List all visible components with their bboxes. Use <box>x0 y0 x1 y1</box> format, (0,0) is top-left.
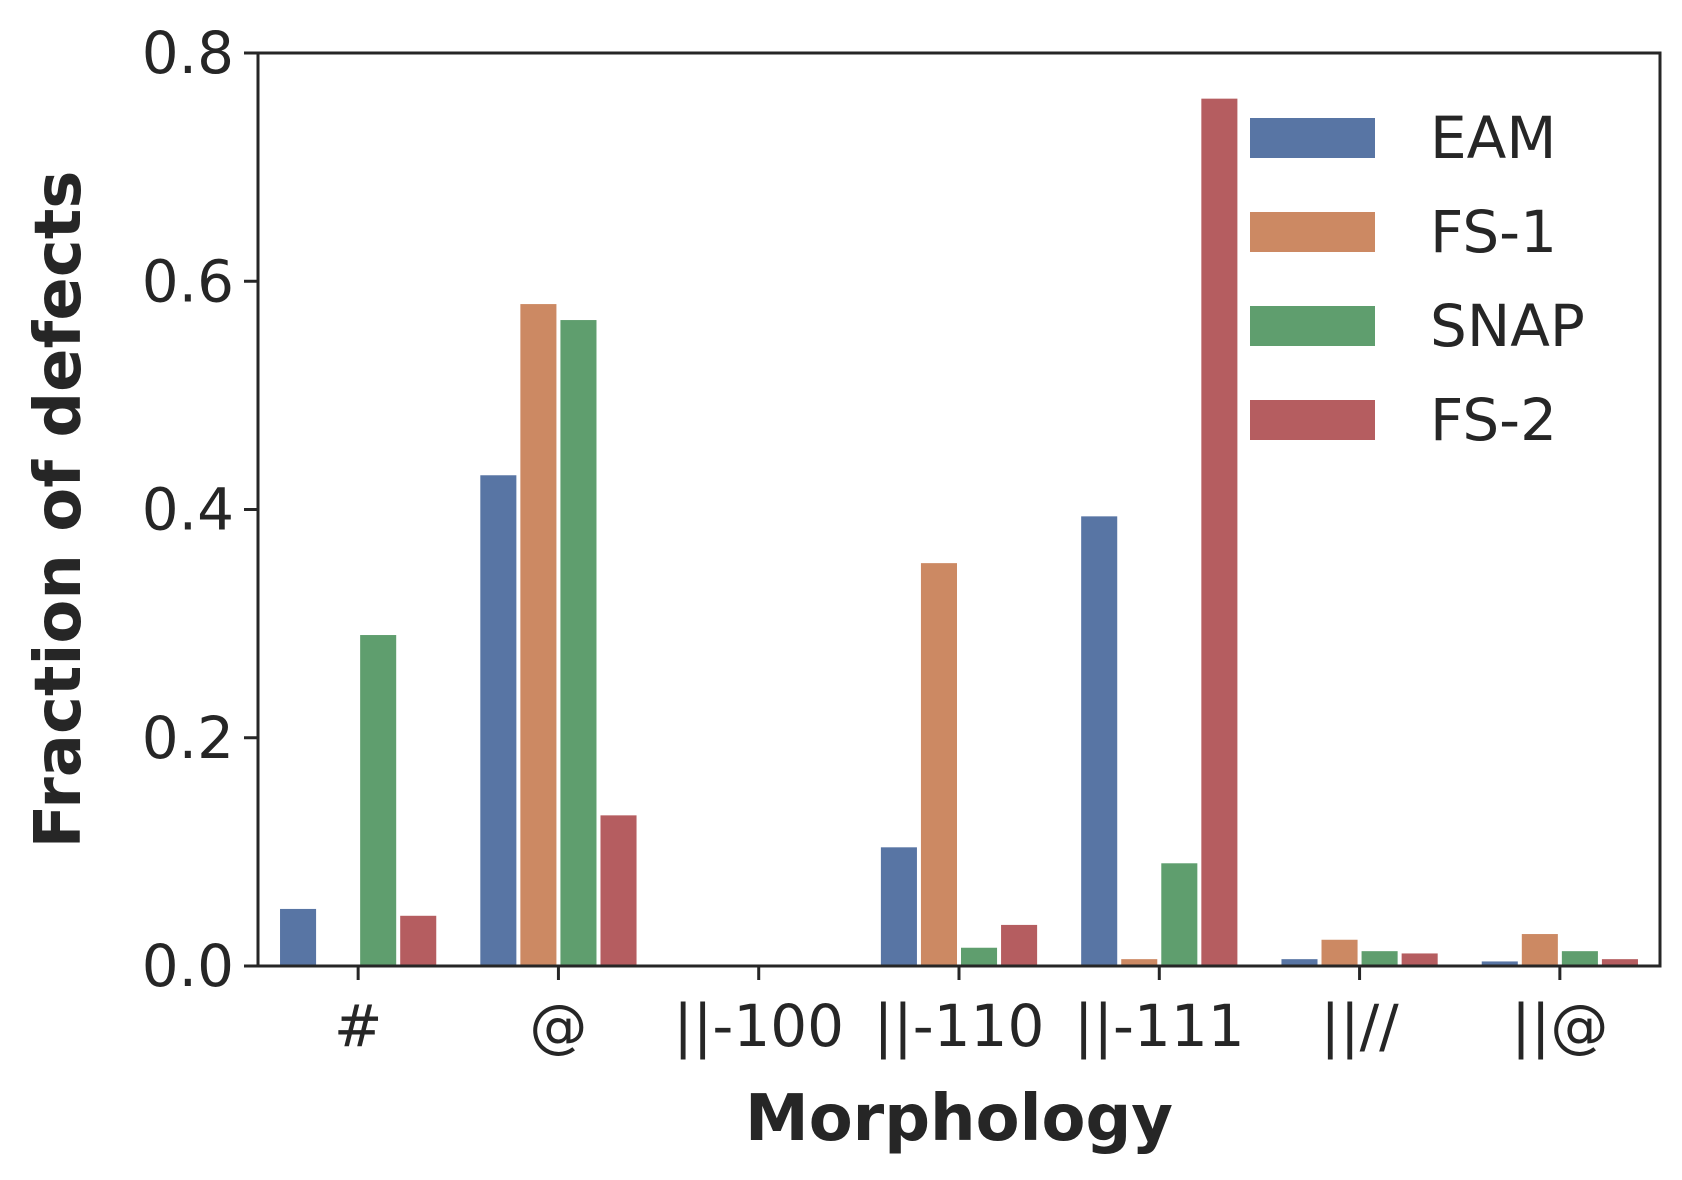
bar-snap-6 <box>1561 951 1598 966</box>
legend-label-fs-1: FS-1 <box>1430 198 1557 266</box>
legend-label-snap: SNAP <box>1430 292 1585 360</box>
x-tick-label: ||@ <box>1511 992 1608 1060</box>
plot-frame <box>256 51 1662 968</box>
bar-snap-0 <box>360 635 397 966</box>
bar-eam-1 <box>480 475 517 966</box>
ticks-layer: 0.0 0.2 0.4 0.6 0.8 # @ ||-100 ||-110 ||-111 ||// |… <box>142 19 1609 1060</box>
x-axis-title: Morphology <box>745 1082 1173 1156</box>
bar-eam-0 <box>280 908 317 966</box>
y-tick-label: 0.2 <box>142 704 234 772</box>
bar-fs-2-1 <box>600 815 637 966</box>
bar-fs-1-5 <box>1321 939 1358 966</box>
bar-eam-6 <box>1481 961 1518 966</box>
bar-snap-3 <box>961 947 998 966</box>
bar-fs-1-3 <box>920 563 957 966</box>
bars-layer <box>280 98 1638 966</box>
bar-eam-5 <box>1281 959 1318 966</box>
bar-eam-4 <box>1081 516 1118 966</box>
bar-fs-1-4 <box>1121 959 1158 966</box>
bar-snap-5 <box>1361 951 1398 966</box>
bar-snap-4 <box>1161 863 1198 966</box>
y-tick-label: 0.0 <box>142 932 234 1000</box>
bar-fs-2-6 <box>1601 959 1638 966</box>
x-tick-label: @ <box>529 992 587 1060</box>
bar-fs-1-6 <box>1521 934 1558 966</box>
bar-snap-1 <box>560 320 597 966</box>
bar-fs-2-3 <box>1001 924 1038 966</box>
x-tick-label: ||-100 <box>673 992 844 1060</box>
x-tick-label: ||-111 <box>1074 992 1245 1060</box>
y-tick-label: 0.6 <box>142 247 234 315</box>
legend: EAM FS-1 SNAP FS-2 <box>1250 104 1585 454</box>
legend-label-eam: EAM <box>1430 104 1556 172</box>
bar-eam-3 <box>880 847 917 966</box>
legend-swatch-snap <box>1250 306 1375 346</box>
bar-fs-2-0 <box>400 915 437 966</box>
x-tick-label: ||// <box>1320 992 1399 1060</box>
legend-swatch-eam <box>1250 118 1375 158</box>
y-tick-label: 0.4 <box>142 476 234 544</box>
bar-fs-1-1 <box>520 304 557 966</box>
bar-fs-2-5 <box>1401 953 1438 966</box>
legend-swatch-fs-2 <box>1250 400 1375 440</box>
x-tick-label: ||-110 <box>874 992 1045 1060</box>
legend-swatch-fs-1 <box>1250 212 1375 252</box>
y-tick-label: 0.8 <box>142 19 234 87</box>
bar-fs-2-4 <box>1201 98 1238 966</box>
x-tick-label: # <box>334 992 383 1060</box>
legend-label-fs-2: FS-2 <box>1430 386 1557 454</box>
y-axis-title: Fraction of defects <box>22 171 96 849</box>
